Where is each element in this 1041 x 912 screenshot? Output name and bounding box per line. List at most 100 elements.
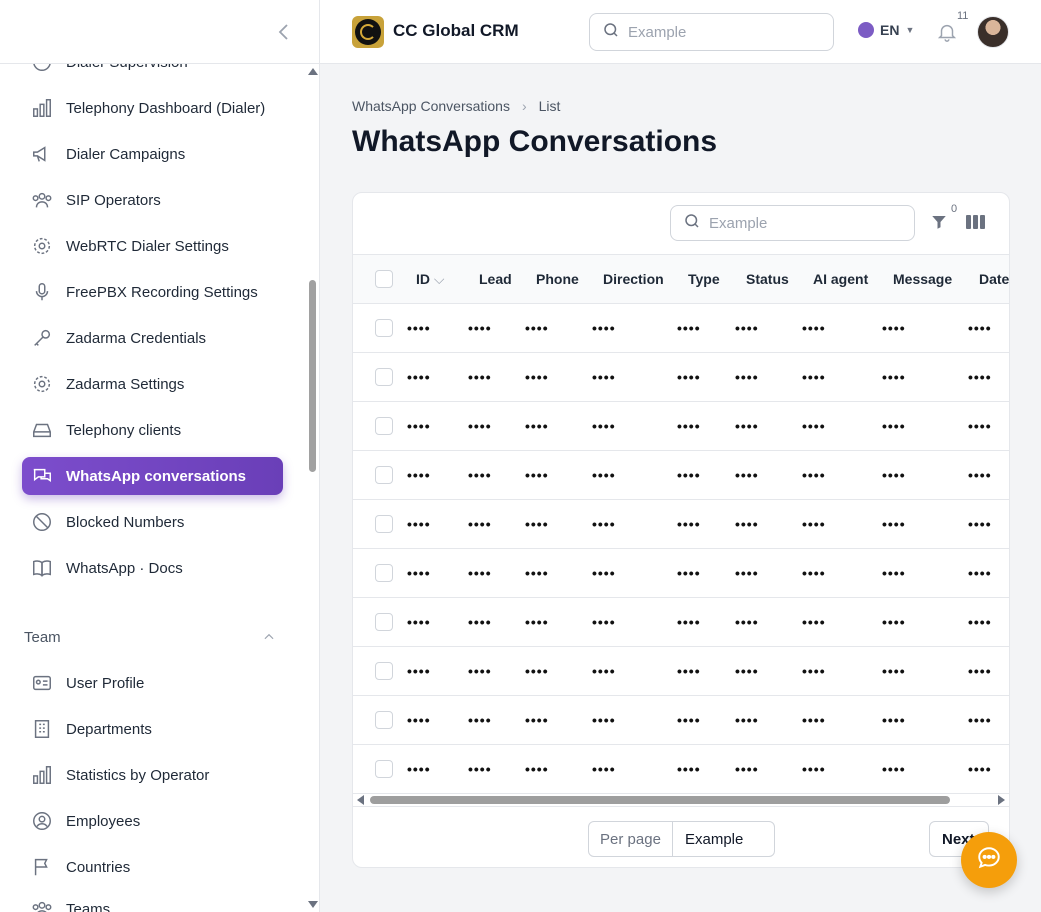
header-search-input[interactable]: Example xyxy=(589,13,834,51)
sidebar-item-whatsapp-docs[interactable]: WhatsApp · Docs xyxy=(22,549,283,587)
sidebar-item-webrtc-settings[interactable]: WebRTC Dialer Settings xyxy=(22,227,283,265)
cell-ai-agent: •••• xyxy=(802,712,826,728)
filter-icon[interactable] xyxy=(930,213,948,236)
sidebar-item-sip-operators[interactable]: SIP Operators xyxy=(22,181,283,219)
table-row[interactable]: •••• •••• •••• •••• •••• •••• •••• •••• •••• xyxy=(353,304,1009,353)
sidebar-item-whatsapp-conversations[interactable]: WhatsApp conversations xyxy=(22,457,283,495)
avatar[interactable] xyxy=(977,16,1009,48)
column-header-direction[interactable]: Direction xyxy=(603,271,664,287)
cell-phone: •••• xyxy=(525,712,549,728)
scroll-right-arrow[interactable] xyxy=(998,795,1005,805)
sidebar-section-team[interactable]: Team xyxy=(24,629,61,646)
column-header-status[interactable]: Status xyxy=(746,271,789,287)
table-row[interactable]: •••• •••• •••• •••• •••• •••• •••• •••• •••• xyxy=(353,647,1009,696)
sidebar-item-teams[interactable]: Teams xyxy=(22,890,283,912)
table-row[interactable]: •••• •••• •••• •••• •••• •••• •••• •••• •••• xyxy=(353,451,1009,500)
column-header-message[interactable]: Message xyxy=(893,271,953,287)
scroll-down-arrow[interactable] xyxy=(308,901,318,908)
sidebar-scroll-thumb[interactable] xyxy=(309,280,316,472)
column-header-id[interactable]: ID ⌵ xyxy=(416,271,445,287)
cell-date: •••• xyxy=(968,712,992,728)
cell-lead: •••• xyxy=(468,712,492,728)
sidebar-item-dialer-campaigns[interactable]: Dialer Campaigns xyxy=(22,135,283,173)
sidebar-item-user-profile[interactable]: User Profile xyxy=(22,664,283,702)
sidebar-item-telephony-dashboard[interactable]: Telephony Dashboard (Dialer) xyxy=(22,89,283,127)
table-row[interactable]: •••• •••• •••• •••• •••• •••• •••• •••• •••• xyxy=(353,696,1009,745)
sidebar-item-zadarma-settings[interactable]: Zadarma Settings xyxy=(22,365,283,403)
cell-date: •••• xyxy=(968,320,992,336)
cell-message: •••• xyxy=(882,320,906,336)
cell-direction: •••• xyxy=(592,565,616,581)
table-row[interactable]: •••• •••• •••• •••• •••• •••• •••• •••• •••• xyxy=(353,402,1009,451)
sidebar-item-label: Statistics by Operator xyxy=(66,766,210,784)
sidebar-item-label: WhatsApp conversations xyxy=(66,467,247,485)
sidebar-item-label: Countries xyxy=(66,858,131,876)
breadcrumb-parent[interactable]: WhatsApp Conversations xyxy=(352,98,510,114)
column-header-lead[interactable]: Lead xyxy=(479,271,512,287)
row-checkbox[interactable] xyxy=(375,760,393,778)
chat-support-button[interactable] xyxy=(961,832,1017,888)
sidebar-item-telephony-clients[interactable]: Telephony clients xyxy=(22,411,283,449)
row-checkbox[interactable] xyxy=(375,711,393,729)
sidebar: Dialer Supervision Telephony Dashboard (… xyxy=(0,0,320,912)
column-header-type[interactable]: Type xyxy=(688,271,720,287)
per-page-value[interactable]: Example xyxy=(685,830,744,848)
per-page-label: Per page xyxy=(589,822,673,856)
breadcrumb: WhatsApp Conversations › List xyxy=(352,98,560,114)
column-header-phone[interactable]: Phone xyxy=(536,271,579,287)
sidebar-item-freepbx-recording[interactable]: FreePBX Recording Settings xyxy=(22,273,283,311)
horizontal-scroll-thumb[interactable] xyxy=(370,796,950,804)
scroll-left-arrow[interactable] xyxy=(357,795,364,805)
sidebar-item-label: Departments xyxy=(66,720,152,738)
cell-direction: •••• xyxy=(592,712,616,728)
column-header-ai-agent[interactable]: AI agent xyxy=(813,271,869,287)
cell-phone: •••• xyxy=(525,467,549,483)
table-row[interactable]: •••• •••• •••• •••• •••• •••• •••• •••• •••• xyxy=(353,598,1009,647)
table-row[interactable]: •••• •••• •••• •••• •••• •••• •••• •••• •••• xyxy=(353,353,1009,402)
row-checkbox[interactable] xyxy=(375,319,393,337)
language-selector[interactable]: EN ▼ xyxy=(858,22,914,38)
cell-message: •••• xyxy=(882,467,906,483)
cell-id: •••• xyxy=(407,418,431,434)
sidebar-item-zadarma-credentials[interactable]: Zadarma Credentials xyxy=(22,319,283,357)
row-checkbox[interactable] xyxy=(375,417,393,435)
chevron-up-icon[interactable] xyxy=(262,630,276,649)
sidebar-item-blocked-numbers[interactable]: Blocked Numbers xyxy=(22,503,283,541)
sidebar-item-employees[interactable]: Employees xyxy=(22,802,283,840)
sidebar-item-statistics-by-operator[interactable]: Statistics by Operator xyxy=(22,756,283,794)
row-checkbox[interactable] xyxy=(375,613,393,631)
columns-icon[interactable] xyxy=(966,214,986,235)
table-search-input[interactable]: Example xyxy=(670,205,915,241)
cell-ai-agent: •••• xyxy=(802,565,826,581)
cell-message: •••• xyxy=(882,418,906,434)
cell-direction: •••• xyxy=(592,516,616,532)
chevron-left-icon[interactable] xyxy=(274,20,294,44)
row-checkbox[interactable] xyxy=(375,662,393,680)
sidebar-item-label: Zadarma Settings xyxy=(66,375,185,393)
table-row[interactable]: •••• •••• •••• •••• •••• •••• •••• •••• •••• xyxy=(353,549,1009,598)
sidebar-item-countries[interactable]: Countries xyxy=(22,848,283,886)
cell-ai-agent: •••• xyxy=(802,663,826,679)
cell-status: •••• xyxy=(735,614,759,630)
row-checkbox[interactable] xyxy=(375,466,393,484)
app-logo[interactable] xyxy=(352,16,384,48)
sidebar-item-departments[interactable]: Departments xyxy=(22,710,283,748)
per-page-select[interactable]: Per page Example xyxy=(588,821,775,857)
row-checkbox[interactable] xyxy=(375,368,393,386)
column-header-date[interactable]: Date xyxy=(979,271,1010,287)
cell-message: •••• xyxy=(882,663,906,679)
bell-icon[interactable] xyxy=(936,20,958,49)
cell-type: •••• xyxy=(677,320,701,336)
table-row[interactable]: •••• •••• •••• •••• •••• •••• •••• •••• •••• xyxy=(353,745,1009,794)
cell-id: •••• xyxy=(407,516,431,532)
cell-lead: •••• xyxy=(468,614,492,630)
horizontal-scrollbar[interactable] xyxy=(353,793,1009,807)
cell-date: •••• xyxy=(968,565,992,581)
row-checkbox[interactable] xyxy=(375,515,393,533)
sidebar-header xyxy=(0,0,319,64)
scroll-up-arrow[interactable] xyxy=(308,68,318,75)
row-checkbox[interactable] xyxy=(375,564,393,582)
sidebar-scrollbar[interactable] xyxy=(306,64,319,912)
table-row[interactable]: •••• •••• •••• •••• •••• •••• •••• •••• •••• xyxy=(353,500,1009,549)
select-all-checkbox[interactable] xyxy=(375,270,393,288)
